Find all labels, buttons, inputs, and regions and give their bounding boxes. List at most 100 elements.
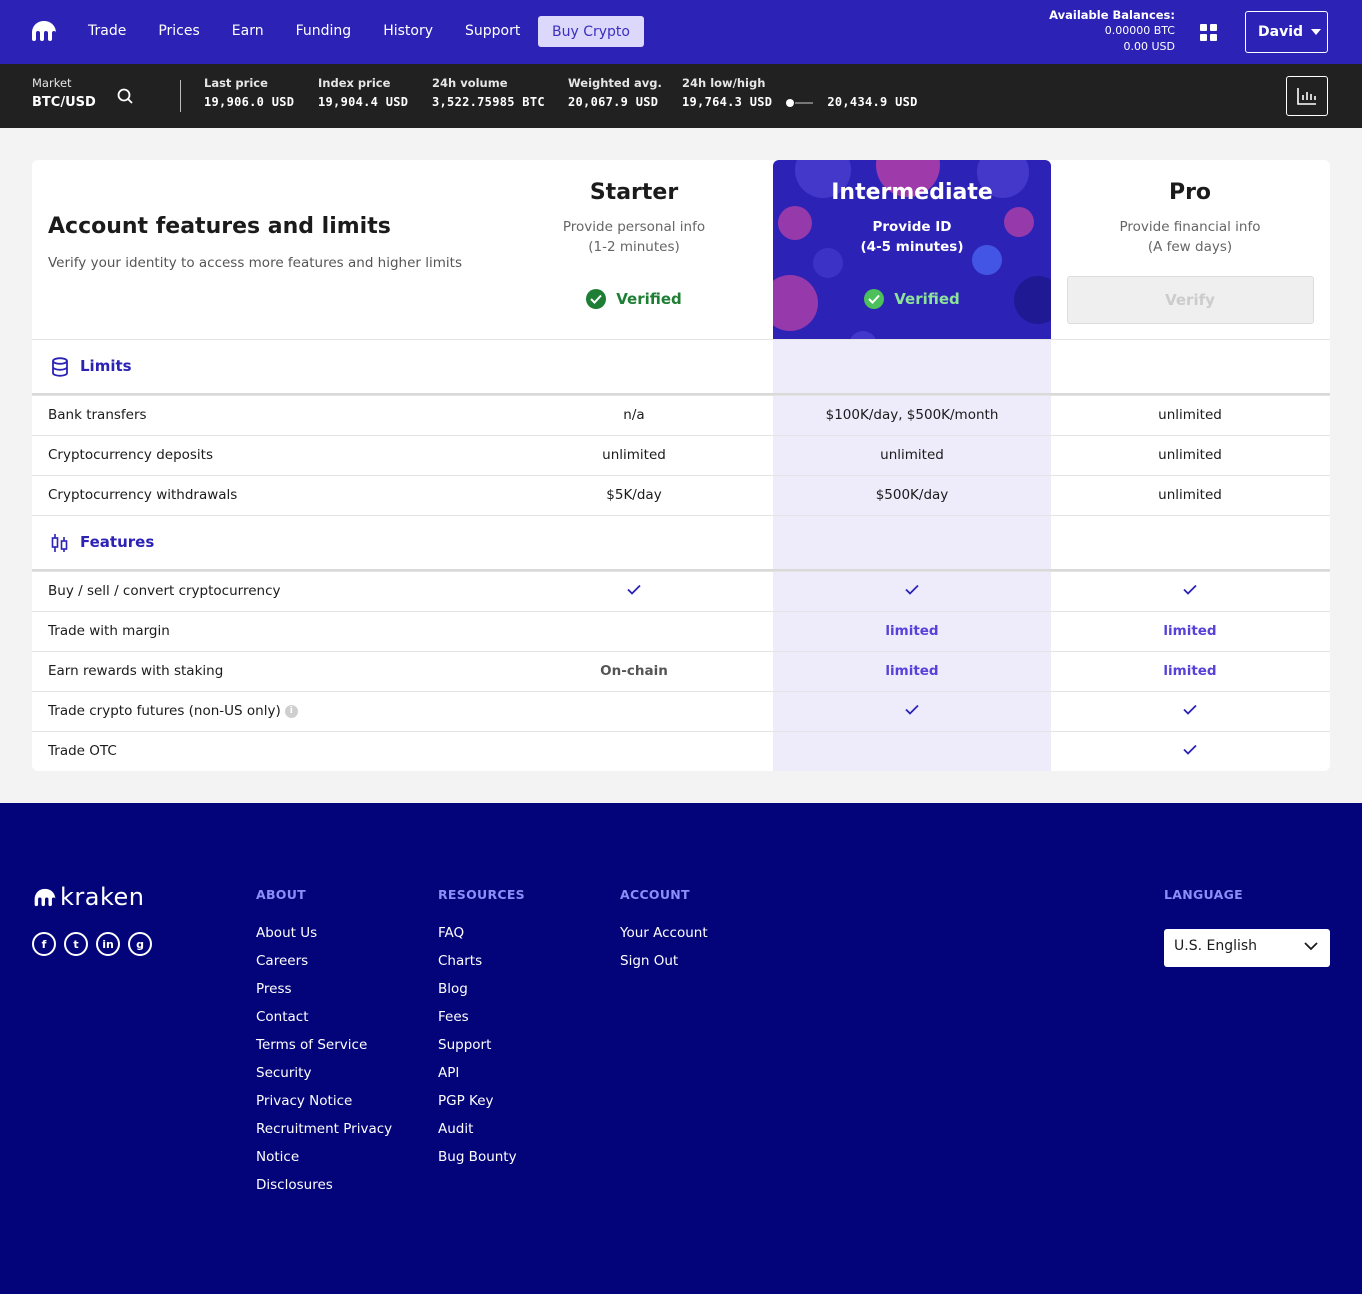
nav-trade[interactable]: Trade	[88, 23, 127, 39]
footer-link[interactable]: Notice	[256, 1149, 300, 1165]
footer-link[interactable]: Careers	[256, 953, 309, 969]
starter-value: n/a	[623, 407, 645, 423]
check-icon	[773, 703, 1051, 719]
main-nav: Trade Prices Earn Funding History Suppor…	[88, 0, 552, 62]
row-label: Cryptocurrency withdrawals	[48, 487, 238, 503]
limits-section-header: Limits	[32, 339, 1330, 395]
github-icon[interactable]: g	[128, 932, 152, 956]
footer-logo[interactable]: kraken	[32, 883, 145, 911]
footer-link[interactable]: Security	[256, 1065, 312, 1081]
table-row: Bank transfers n/a $100K/day, $500K/mont…	[32, 395, 1330, 435]
footer-link[interactable]: Recruitment Privacy	[256, 1121, 393, 1137]
verified-status: Verified	[773, 289, 1051, 309]
nav-prices[interactable]: Prices	[158, 23, 200, 39]
footer-language: LANGUAGE	[1164, 887, 1243, 925]
footer-link[interactable]: Fees	[438, 1009, 469, 1025]
nav-earn[interactable]: Earn	[231, 23, 264, 39]
info-icon[interactable]: i	[284, 704, 298, 718]
starter-value: unlimited	[602, 447, 666, 463]
footer-link[interactable]: PGP Key	[438, 1093, 494, 1109]
available-balances[interactable]: Available Balances: 0.00000 BTC 0.00 USD	[1049, 7, 1175, 55]
linkedin-icon[interactable]: in	[96, 932, 120, 956]
pro-value: unlimited	[1158, 447, 1222, 463]
tier-time: (4-5 minutes)	[860, 239, 964, 255]
tier-name: Pro	[1168, 180, 1212, 205]
kraken-logo-icon[interactable]	[31, 20, 57, 42]
volume-label: 24h volume	[432, 76, 508, 90]
nav-support[interactable]: Support	[465, 23, 521, 39]
footer-link[interactable]: Sign Out	[620, 953, 679, 969]
account-features-card: Account features and limits Verify your …	[32, 160, 1330, 771]
tier-desc: Provide ID	[872, 219, 952, 235]
candlestick-icon	[51, 534, 68, 552]
check-icon	[1051, 743, 1329, 759]
table-row: Trade OTC	[32, 731, 1330, 771]
range-indicator	[785, 98, 814, 107]
limited-link[interactable]: limited	[885, 623, 939, 639]
page-subtitle: Verify your identity to access more feat…	[48, 255, 462, 271]
last-price-value: 19,906.0 USD	[204, 95, 295, 109]
limited-link[interactable]: limited	[1163, 623, 1217, 639]
buy-crypto-button[interactable]: Buy Crypto	[538, 16, 644, 47]
tier-pro: Pro Provide financial info (A few days) …	[1051, 160, 1329, 339]
user-name: David	[1258, 24, 1304, 40]
weighted-avg: Weighted avg. 20,067.9 USD	[568, 76, 662, 109]
footer-link[interactable]: Contact	[256, 1009, 309, 1025]
intermediate-column-highlight	[773, 339, 1051, 771]
footer-link[interactable]: About Us	[256, 925, 318, 941]
tier-intermediate: Intermediate Provide ID (4-5 minutes) Ve…	[773, 160, 1051, 339]
verified-label: Verified	[894, 290, 960, 308]
pro-value: unlimited	[1158, 487, 1222, 503]
limited-link[interactable]: limited	[885, 663, 939, 679]
caret-down-icon	[1311, 29, 1322, 35]
limits-title: Limits	[80, 357, 132, 375]
footer-link[interactable]: Press	[256, 981, 292, 997]
balances-title: Available Balances:	[1049, 8, 1175, 22]
footer-link[interactable]: API	[438, 1065, 460, 1081]
footer-link[interactable]: Disclosures	[256, 1177, 333, 1193]
footer-link[interactable]: Audit	[438, 1121, 474, 1137]
last-price: Last price 19,906.0 USD	[204, 76, 294, 109]
facebook-icon[interactable]: f	[32, 932, 56, 956]
twitter-icon[interactable]: t	[64, 932, 88, 956]
row-label: Buy / sell / convert cryptocurrency	[48, 583, 281, 599]
nav-history[interactable]: History	[383, 23, 433, 39]
intermediate-value: unlimited	[880, 447, 944, 463]
nav-funding[interactable]: Funding	[295, 23, 352, 39]
footer-link[interactable]: Bug Bounty	[438, 1149, 517, 1165]
check-icon	[1051, 583, 1329, 599]
limited-link[interactable]: limited	[1163, 663, 1217, 679]
volume-value: 3,522.75985 BTC	[432, 95, 545, 109]
language-heading: LANGUAGE	[1164, 887, 1243, 902]
apps-grid-icon[interactable]	[1200, 24, 1217, 41]
index-price: Index price 19,904.4 USD	[318, 76, 408, 109]
market-bar: Market BTC/USD Last price 19,906.0 USD I…	[0, 64, 1362, 128]
table-row: Trade crypto futures (non-US only) i	[32, 691, 1330, 731]
footer-link[interactable]: Support	[438, 1037, 492, 1053]
page-title: Account features and limits	[48, 214, 391, 239]
footer-link[interactable]: Your Account	[620, 925, 708, 941]
table-row: Earn rewards with staking On-chain limit…	[32, 651, 1330, 691]
market-selector[interactable]: Market BTC/USD	[32, 76, 96, 110]
user-menu-button[interactable]: David	[1245, 11, 1328, 53]
search-icon[interactable]	[117, 88, 133, 104]
tier-time: (A few days)	[1147, 239, 1233, 255]
footer-link[interactable]: Blog	[438, 981, 468, 997]
chart-button[interactable]	[1286, 76, 1328, 116]
footer-link[interactable]: Charts	[438, 953, 483, 969]
language-select[interactable]: U.S. English	[1164, 929, 1330, 967]
low-high: 24h low/high 19,764.3 USD 20,434.9 USD	[682, 76, 918, 109]
row-label: Trade OTC	[48, 743, 117, 759]
table-row: Trade with margin limited limited	[32, 611, 1330, 651]
low-value: 19,764.3 USD	[682, 95, 773, 109]
top-nav: Trade Prices Earn Funding History Suppor…	[0, 0, 1362, 64]
verify-button[interactable]: Verify	[1066, 276, 1314, 324]
footer-link[interactable]: Privacy Notice	[256, 1093, 353, 1109]
footer-link[interactable]: FAQ	[438, 925, 465, 941]
features-section-header: Features	[32, 515, 1330, 571]
footer-link[interactable]: Terms of Service	[256, 1037, 368, 1053]
check-icon	[1051, 703, 1329, 719]
language-value: U.S. English	[1174, 938, 1258, 954]
table-row: Cryptocurrency deposits unlimited unlimi…	[32, 435, 1330, 475]
tier-name: Intermediate	[831, 180, 993, 205]
